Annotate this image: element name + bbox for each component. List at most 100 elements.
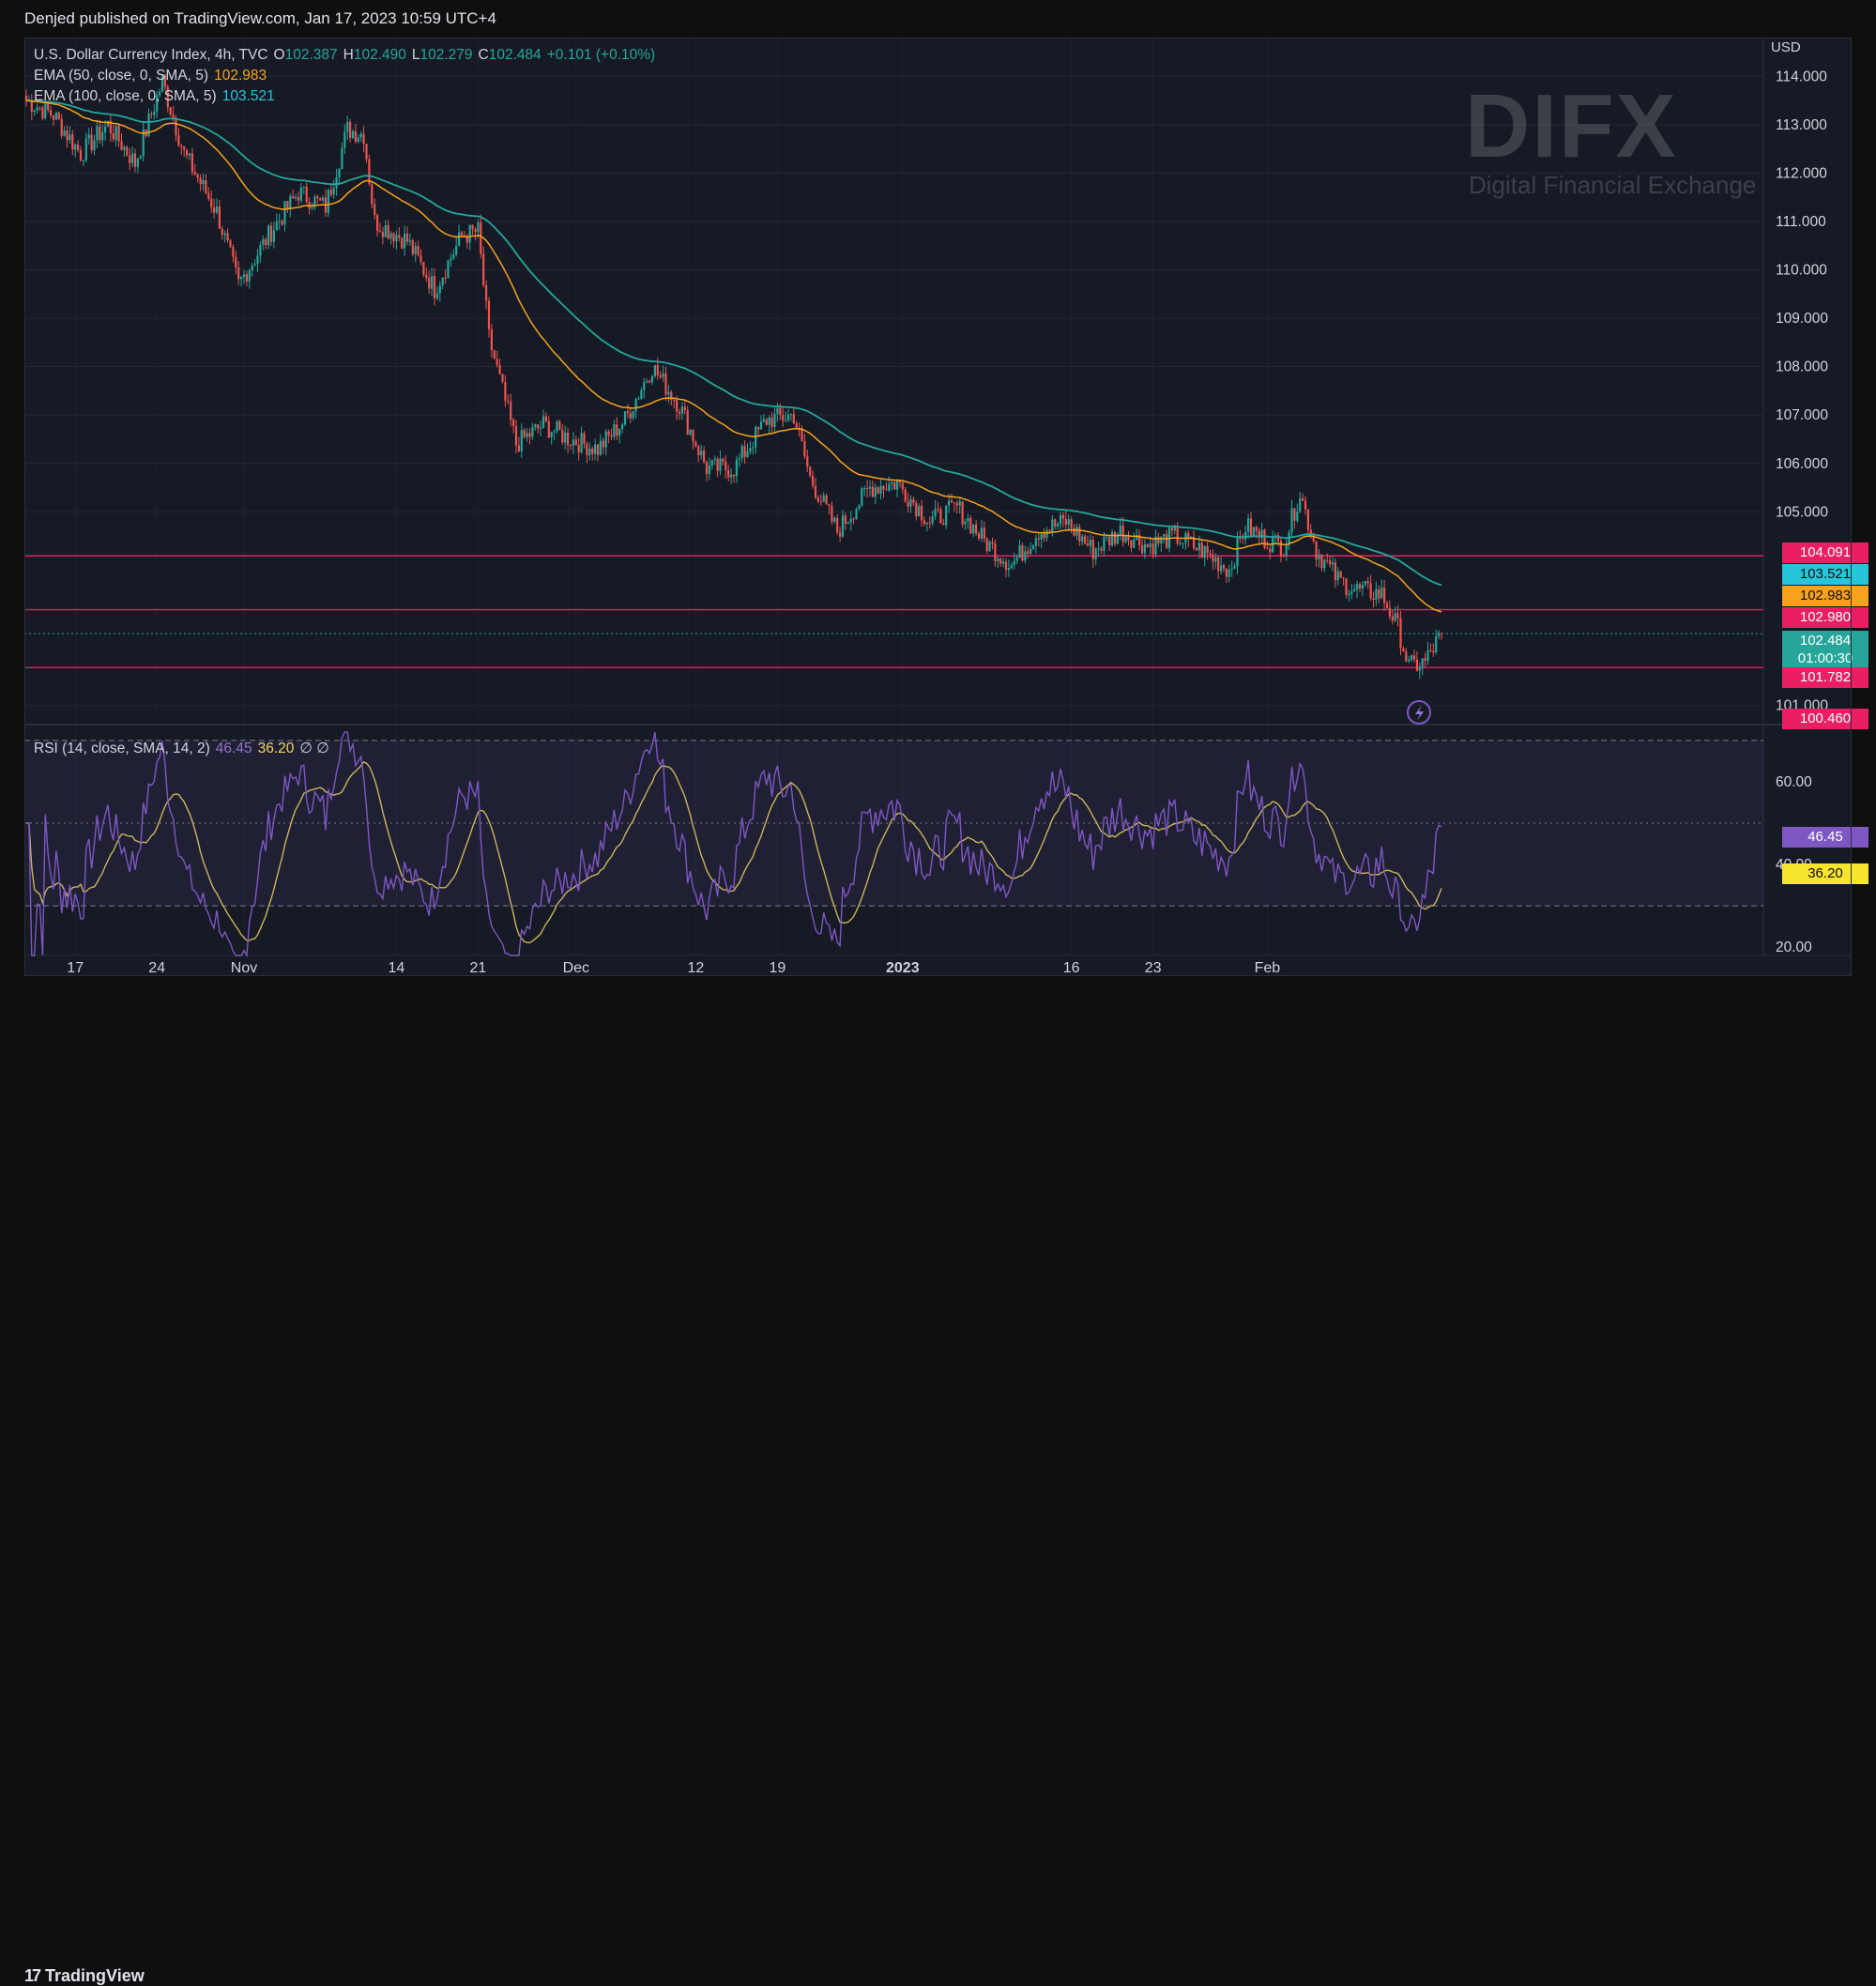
candle-body: [193, 172, 196, 175]
candle-body: [540, 427, 542, 429]
candle-body: [414, 246, 417, 254]
candle-body: [888, 483, 891, 491]
candle-body: [485, 284, 488, 301]
candle-body: [1220, 565, 1223, 572]
candle-body: [1051, 519, 1054, 532]
candle-body: [142, 129, 145, 157]
candle-body: [1302, 498, 1304, 501]
candle-body: [392, 233, 395, 242]
candle-body: [686, 410, 689, 435]
time-tick-label: 19: [770, 960, 786, 976]
candle-body: [510, 401, 512, 420]
candle-body: [572, 439, 574, 446]
candle-body: [77, 145, 80, 150]
candle-body: [983, 527, 985, 540]
axis-labels: USD 114.000 113.000 112.000 111.000 110.000 10…: [67, 39, 1828, 976]
low-label: L: [411, 47, 420, 63]
candle-body: [1421, 658, 1424, 667]
candle-body: [868, 486, 872, 489]
candle-body: [746, 451, 749, 457]
candle-body: [882, 485, 885, 490]
candle-body: [550, 432, 553, 438]
candle-body: [229, 240, 232, 248]
candle-body: [376, 215, 379, 232]
candle-body: [716, 458, 719, 471]
candle-body: [199, 177, 202, 185]
level-badge-2: 102.980: [1782, 607, 1868, 628]
candle-body: [891, 481, 893, 484]
candle-body: [1424, 658, 1426, 661]
candle-body: [1157, 536, 1160, 543]
candle-body: [782, 415, 785, 421]
candle-body: [207, 193, 210, 199]
candle-body: [1045, 529, 1048, 539]
candle-body: [196, 174, 199, 178]
candle-body: [221, 228, 223, 236]
candle-body: [558, 420, 561, 431]
candle-body: [743, 446, 746, 457]
candle-body: [975, 524, 978, 534]
candle-body: [69, 134, 71, 141]
candle-body: [1084, 536, 1087, 543]
candle-body: [322, 197, 325, 201]
candle-body: [803, 441, 806, 457]
candle-body: [610, 435, 613, 437]
candle-body: [547, 420, 550, 438]
chart-canvas[interactable]: USD 114.000 113.000 112.000 111.000 110.000 10…: [24, 38, 1852, 976]
candle-body: [586, 443, 588, 455]
candle-body: [988, 542, 991, 552]
footer-bar: 17 TradingView: [0, 976, 1876, 1985]
candle-body: [650, 375, 654, 383]
candle-body: [879, 485, 882, 495]
candle-body: [338, 169, 341, 177]
candle-body: [648, 380, 651, 383]
horizontal-levels[interactable]: [24, 555, 1763, 669]
candle-body: [1293, 508, 1296, 521]
candle-body: [1116, 534, 1119, 544]
candle-body: [395, 235, 398, 242]
candle-body: [517, 445, 520, 451]
close-value: 102.484: [488, 47, 541, 63]
candle-body: [1408, 659, 1411, 662]
candle-body: [450, 258, 452, 261]
ema50-line: [26, 99, 1442, 613]
candle-body: [1312, 536, 1315, 542]
candle-body: [405, 233, 409, 242]
candle-body: [1160, 536, 1163, 543]
candle-body: [1380, 588, 1383, 599]
candle-body: [160, 75, 164, 92]
candle-body: [52, 115, 55, 120]
candle-body: [907, 501, 909, 507]
candle-body: [1031, 545, 1035, 550]
candle-body: [1136, 535, 1138, 540]
candle-body: [762, 419, 765, 422]
level-badge-3: 101.782: [1782, 667, 1868, 688]
candle-body: [351, 130, 355, 139]
tradingview-logo-icon: 17: [24, 1966, 41, 1985]
candle-body: [259, 244, 262, 256]
candle-body: [1388, 607, 1391, 617]
time-tick-label: 17: [67, 960, 84, 976]
candle-body: [1276, 535, 1280, 542]
candle-body: [613, 424, 616, 437]
candle-body: [1236, 537, 1239, 567]
candle-body: [955, 502, 958, 506]
chart-panel[interactable]: USD 114.000 113.000 112.000 111.000 110.000 10…: [24, 38, 1868, 976]
candle-body: [272, 230, 275, 242]
open-label: O: [273, 47, 285, 63]
tradingview-brand[interactable]: 17 TradingView: [24, 1966, 145, 1986]
candle-body: [1030, 549, 1032, 555]
candle-body: [1304, 500, 1307, 510]
candle-body: [574, 439, 577, 446]
time-tick-label: 14: [389, 960, 405, 976]
candle-body: [1203, 545, 1206, 558]
candle-body: [765, 419, 768, 425]
candle-body: [942, 523, 945, 526]
candle-body: [1130, 540, 1133, 548]
last-price-badge: 102.484 01:00:30: [1782, 631, 1868, 669]
candle-body: [1258, 530, 1260, 538]
candle-body: [1285, 543, 1288, 557]
candle-body: [928, 522, 931, 524]
candle-body: [1193, 536, 1196, 548]
candle-body: [419, 255, 422, 263]
